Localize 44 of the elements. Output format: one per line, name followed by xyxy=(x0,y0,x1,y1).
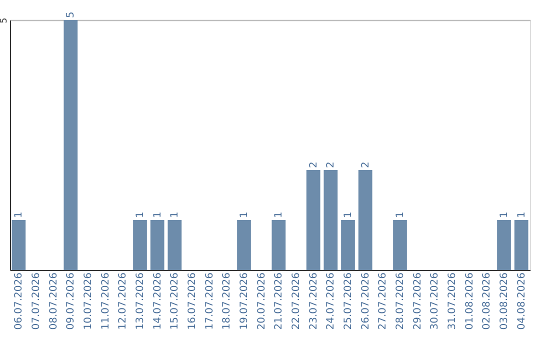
data-label: 1 xyxy=(274,212,285,218)
x-tick-label: 29.07.2026 xyxy=(412,272,424,330)
x-tick-label: 17.07.2026 xyxy=(204,272,216,330)
data-label: 1 xyxy=(152,212,164,218)
data-label: 1 xyxy=(135,212,146,218)
data-label: 1 xyxy=(170,212,181,218)
x-tick-label: 03.08.2026 xyxy=(499,272,510,330)
x-tick-label: 22.07.2026 xyxy=(291,272,302,330)
x-tick-label: 21.07.2026 xyxy=(274,272,285,330)
x-tick-label: 18.07.2026 xyxy=(222,272,233,330)
x-tick-label: 06.07.2026 xyxy=(14,272,25,330)
x-tick-label: 20.07.2026 xyxy=(256,272,268,330)
data-label: 1 xyxy=(343,212,354,218)
x-tick-label: 13.07.2026 xyxy=(135,272,146,330)
x-tick-label: 04.08.2026 xyxy=(516,272,528,330)
x-tick-label: 26.07.2026 xyxy=(360,272,372,330)
x-tick-label: 14.07.2026 xyxy=(152,272,164,330)
x-tick-label: 15.07.2026 xyxy=(170,272,181,330)
x-tick-label: 01.08.2026 xyxy=(464,272,476,330)
x-tick-label: 10.07.2026 xyxy=(83,272,94,330)
x-tick-label: 07.07.2026 xyxy=(31,272,42,330)
data-label: 2 xyxy=(308,162,320,168)
data-label: 5 xyxy=(66,12,77,18)
x-tick-label: 11.07.2026 xyxy=(100,272,112,330)
x-tick-label: 19.07.2026 xyxy=(239,272,250,330)
x-tick-label: 16.07.2026 xyxy=(187,272,198,330)
data-label: 1 xyxy=(239,212,250,218)
data-label: 1 xyxy=(395,212,406,218)
x-tick-label: 23.07.2026 xyxy=(308,272,320,330)
x-tick-label: 27.07.2026 xyxy=(378,272,389,330)
x-tick-label: 31.07.2026 xyxy=(447,272,458,330)
x-tick-label: 02.08.2026 xyxy=(482,272,493,330)
x-tick-label: 12.07.2026 xyxy=(118,272,129,330)
data-label: 1 xyxy=(516,212,528,218)
x-tick-label: 24.07.2026 xyxy=(326,272,337,330)
data-label: 2 xyxy=(360,162,372,168)
x-tick-label: 09.07.2026 xyxy=(66,272,77,330)
data-label: 2 xyxy=(326,162,337,168)
x-tick-label: 30.07.2026 xyxy=(430,272,441,330)
data-label: 1 xyxy=(499,212,510,218)
x-tick-label: 08.07.2026 xyxy=(48,272,60,330)
x-tick-label: 25.07.2026 xyxy=(343,272,354,330)
x-tick-label: 28.07.2026 xyxy=(395,272,406,330)
data-label: 1 xyxy=(14,212,25,218)
